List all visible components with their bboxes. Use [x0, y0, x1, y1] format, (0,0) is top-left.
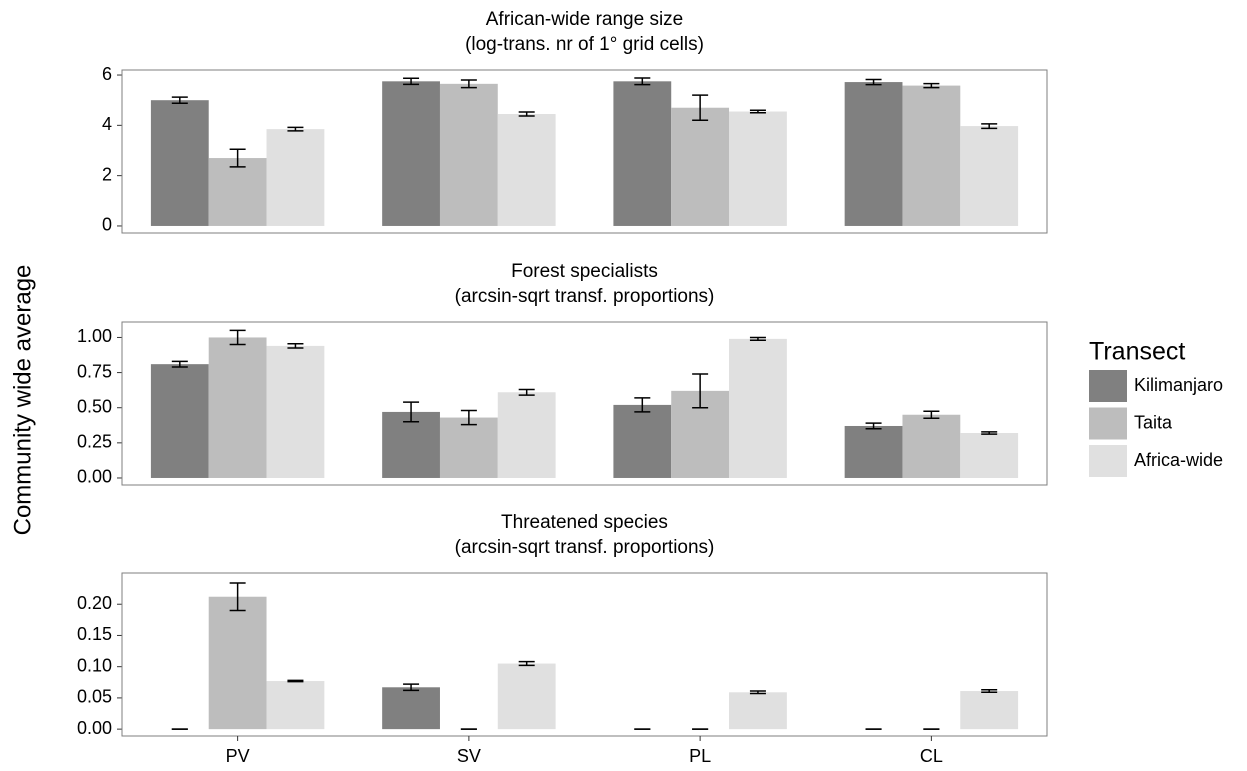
panel-border [121, 69, 1048, 234]
error-bar [287, 126, 304, 132]
bar [382, 411, 440, 478]
y-tick-label: 0.00 [77, 467, 112, 487]
y-tick-label: 0.15 [77, 624, 112, 644]
error-bar [229, 148, 246, 168]
bar [208, 158, 267, 226]
error-bar [981, 431, 998, 435]
bar [960, 691, 1019, 730]
error-bar [171, 360, 188, 368]
error-bar [460, 409, 477, 426]
error-bar [923, 410, 940, 420]
legend-key [1089, 407, 1127, 440]
error-bar [865, 422, 882, 430]
y-tick-label: 0 [102, 215, 112, 235]
x-tick-label: PL [689, 746, 711, 766]
bar [613, 81, 672, 226]
bar [266, 345, 325, 478]
bar [613, 404, 672, 478]
x-tick-label: PV [226, 746, 250, 766]
error-bar [518, 660, 535, 667]
error-bar [287, 343, 304, 349]
panel-title: Threatened species [501, 512, 668, 533]
bar [844, 82, 903, 226]
bar [266, 129, 325, 226]
error-bar [692, 94, 709, 122]
bar [382, 81, 440, 226]
error-bar [403, 77, 420, 86]
bar [729, 111, 787, 226]
panel-subtitle: (arcsin-sqrt transf. proportions) [455, 537, 715, 558]
y-tick-label: 0.20 [77, 593, 112, 613]
error-bar [403, 401, 420, 423]
bar [497, 392, 556, 478]
bar [150, 100, 209, 226]
y-tick-label: 0.10 [77, 655, 112, 675]
legend-title: Transect [1089, 338, 1185, 366]
error-bar [981, 689, 998, 694]
bar [150, 364, 209, 478]
error-bar [634, 77, 651, 86]
y-tick-label: 2 [102, 164, 112, 184]
bar [208, 337, 267, 478]
error-bar [865, 78, 882, 86]
y-tick-label: 4 [102, 114, 112, 134]
bar [844, 425, 903, 478]
error-bar [229, 582, 246, 612]
bar [382, 687, 440, 730]
bar [208, 596, 267, 730]
legend-key [1089, 445, 1127, 477]
error-bar [749, 109, 766, 114]
bar [902, 85, 961, 226]
panel-subtitle: (log-trans. nr of 1° grid cells) [465, 34, 704, 55]
error-bar [287, 679, 304, 683]
bar [439, 83, 498, 226]
y-tick-label: 0.50 [77, 396, 112, 416]
legend-label: Taita [1134, 412, 1173, 432]
panel-border [121, 572, 1048, 737]
bar [497, 663, 556, 730]
y-tick-label: 6 [102, 64, 112, 84]
bar [960, 126, 1019, 226]
panel-subtitle: (arcsin-sqrt transf. proportions) [455, 286, 715, 307]
bar [266, 681, 325, 730]
y-tick-label: 0.05 [77, 687, 112, 707]
error-bar [634, 397, 651, 413]
bar [671, 107, 730, 226]
x-tick-label: CL [920, 746, 943, 766]
bar [960, 433, 1019, 478]
error-bar [518, 111, 535, 117]
panel-border [121, 321, 1048, 486]
error-bar [171, 96, 188, 104]
error-bar [460, 79, 477, 89]
y-tick-label: 0.25 [77, 432, 112, 452]
legend-label: Africa-wide [1134, 450, 1223, 470]
bar [902, 414, 961, 478]
legend-label: Kilimanjaro [1134, 375, 1223, 395]
bar [439, 417, 498, 478]
error-bar [981, 123, 998, 130]
x-tick-label: SV [457, 746, 481, 766]
panel-title: African-wide range size [486, 9, 683, 30]
legend-key [1089, 370, 1127, 402]
panel-title: Forest specialists [511, 261, 658, 282]
bar [729, 338, 787, 478]
y-tick-label: 0.00 [77, 718, 112, 738]
error-bar [749, 690, 766, 695]
y-tick-label: 1.00 [77, 326, 112, 346]
bar [497, 114, 556, 226]
error-bar [923, 82, 940, 89]
error-bar [518, 388, 535, 396]
error-bar [403, 683, 420, 692]
error-bar [692, 373, 709, 409]
y-tick-label: 0.75 [77, 361, 112, 381]
y-axis-label: Community wide average [9, 265, 36, 536]
bar [729, 692, 787, 730]
error-bar [229, 329, 246, 346]
error-bar [749, 336, 766, 342]
